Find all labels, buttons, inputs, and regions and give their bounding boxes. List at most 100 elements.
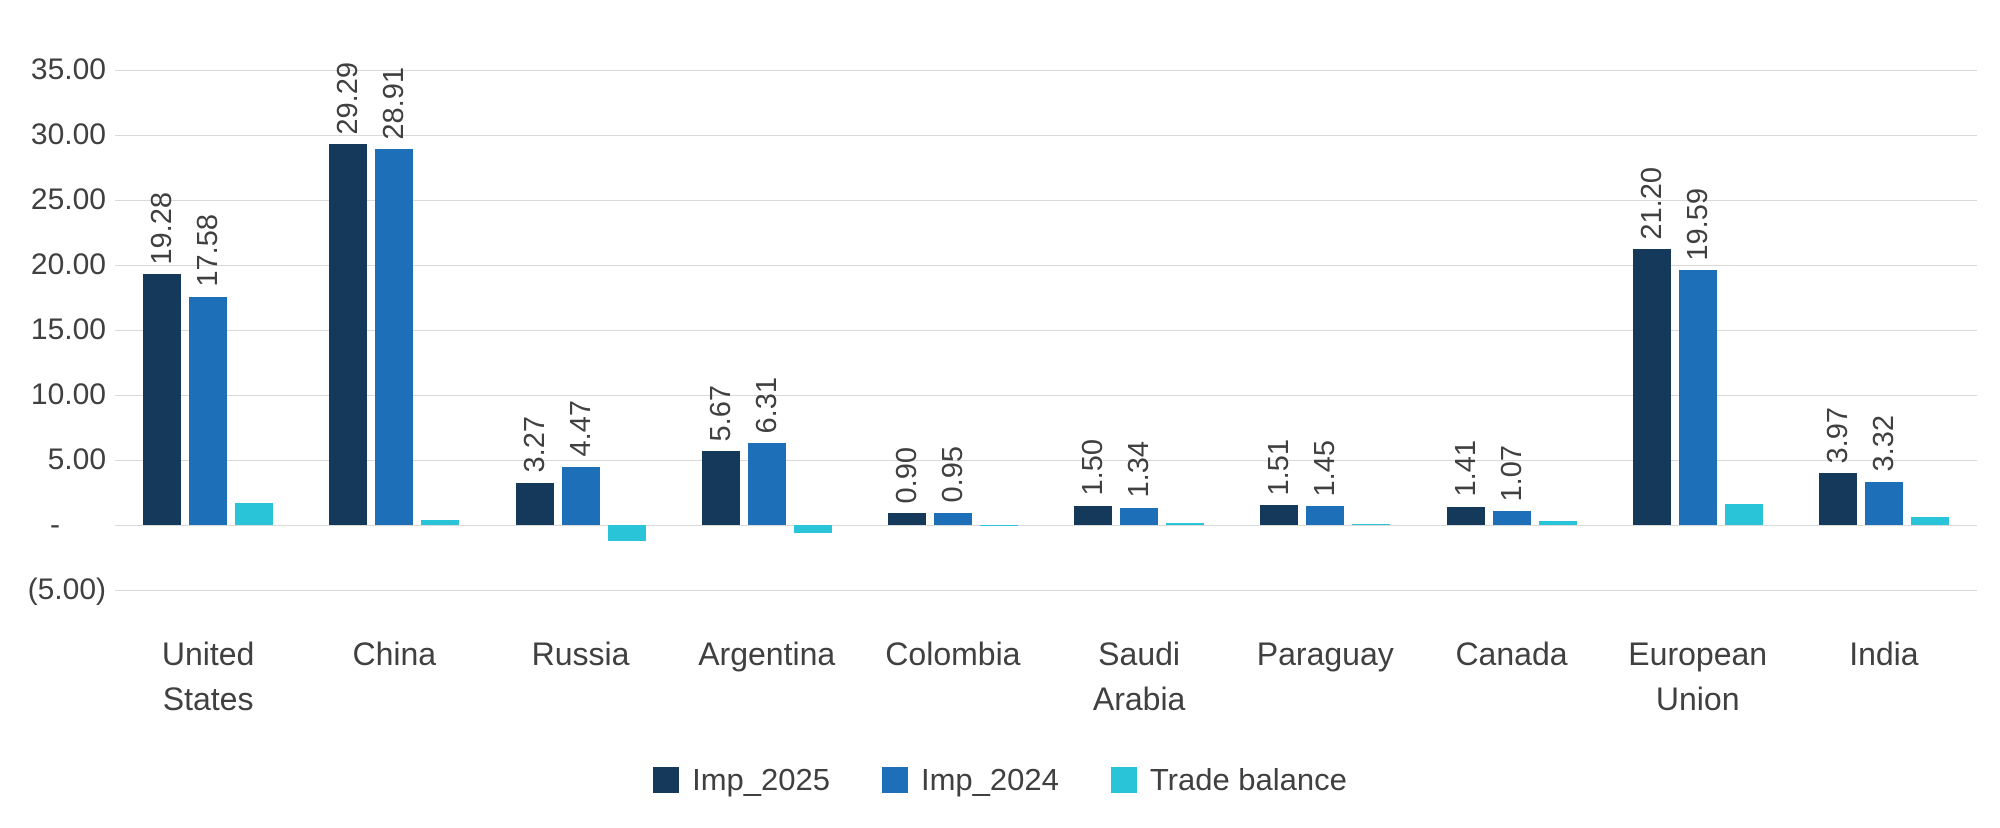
- x-axis-category-label: Canada: [1418, 632, 1604, 744]
- y-axis-tick-label: 15.00: [30, 313, 106, 346]
- bar-value-label: 1.50: [1077, 439, 1110, 496]
- bar-imp-2025-european-union: [1632, 249, 1671, 525]
- legend: Imp_2025 Imp_2024 Trade balance: [0, 752, 2000, 808]
- bar-trade-balance-european-union: [1724, 504, 1763, 525]
- bar-value-label: 28.91: [378, 66, 411, 140]
- bar-imp-2024-united-states: [189, 296, 228, 525]
- bar-value-label: 3.27: [518, 416, 551, 473]
- category-text: European Union: [1628, 636, 1768, 717]
- gridline: [115, 460, 1977, 461]
- legend-label: Imp_2025: [692, 762, 830, 797]
- legend-label: Imp_2024: [920, 762, 1059, 797]
- gridline: [115, 135, 1977, 136]
- bar-trade-balance-saudi-arabia: [1166, 522, 1205, 525]
- x-axis: United States China Russia Argentina Colombi…: [115, 632, 1977, 744]
- x-axis-category-label: Russia: [487, 632, 673, 744]
- bar-trade-balance-canada: [1538, 520, 1577, 525]
- y-axis: 35.00 30.00 25.00 20.00 15.00 10.00 5.00 - (5.00…: [0, 53, 106, 606]
- gridline: [115, 200, 1977, 201]
- bar-imp-2025-argentina: [701, 451, 740, 525]
- bar-imp-2024-colombia: [933, 512, 972, 525]
- category-text: Russia: [531, 636, 630, 672]
- bar-imp-2025-china: [329, 144, 368, 525]
- legend-item-imp-2025: Imp_2025: [653, 762, 830, 798]
- legend-swatch-icon: [881, 767, 908, 793]
- bar-value-label: 1.45: [1309, 439, 1342, 497]
- legend-swatch-icon: [1110, 767, 1137, 793]
- bar-value-label: 19.28: [146, 191, 179, 265]
- bar-trade-balance-united-states: [235, 502, 274, 525]
- bar-trade-balance-argentina: [793, 525, 832, 534]
- gridline: [115, 395, 1977, 396]
- x-axis-category-label: India: [1791, 632, 1977, 744]
- legend-item-imp-2024: Imp_2024: [881, 762, 1059, 798]
- x-axis-category-label: European Union: [1605, 632, 1791, 744]
- x-axis-category-label: United States: [115, 632, 301, 744]
- bar-imp-2024-paraguay: [1306, 506, 1345, 525]
- bar-value-label: 19.59: [1681, 187, 1714, 261]
- category-text: United States: [161, 636, 255, 717]
- bar-imp-2025-colombia: [887, 513, 926, 525]
- bar-trade-balance-colombia: [979, 525, 1018, 526]
- bar-value-label: 5.67: [704, 384, 737, 442]
- bar-trade-balance-paraguay: [1352, 524, 1391, 526]
- category-text: Paraguay: [1256, 636, 1394, 672]
- bar-imp-2025-united-states: [143, 274, 182, 525]
- y-axis-tick-label: -: [50, 508, 60, 541]
- y-axis-tick-label: (5.00): [27, 573, 106, 606]
- bar-value-label: 0.90: [890, 446, 923, 504]
- bar-imp-2025-canada: [1446, 506, 1485, 525]
- x-axis-category-label: Paraguay: [1232, 632, 1418, 744]
- category-text: Colombia: [885, 636, 1021, 672]
- bar-trade-balance-russia: [607, 525, 646, 541]
- x-axis-category-label: Colombia: [860, 632, 1046, 744]
- bar-imp-2024-india: [1864, 481, 1903, 525]
- bar-imp-2024-russia: [561, 466, 600, 525]
- gridline: [115, 330, 1977, 331]
- category-text: Saudi Arabia: [1092, 636, 1186, 717]
- x-axis-category-label: China: [301, 632, 487, 744]
- legend-item-trade-balance: Trade balance: [1110, 762, 1347, 798]
- bar-value-label: 6.31: [750, 376, 783, 433]
- y-axis-tick-label: 5.00: [47, 443, 106, 476]
- bar-value-label: 1.07: [1495, 444, 1528, 502]
- bar-value-label: 4.47: [564, 400, 597, 457]
- category-text: India: [1849, 636, 1919, 672]
- bar-value-label: 1.51: [1263, 438, 1296, 496]
- bar-trade-balance-china: [421, 520, 460, 525]
- bar-imp-2024-canada: [1492, 511, 1531, 525]
- bar-imp-2024-european-union: [1678, 270, 1717, 525]
- category-text: Argentina: [698, 636, 836, 672]
- bar-value-label: 3.97: [1821, 406, 1854, 464]
- bar-value-label: 29.29: [332, 61, 365, 135]
- bar-value-label: 3.32: [1867, 415, 1900, 472]
- bar-imp-2025-saudi-arabia: [1074, 505, 1113, 525]
- legend-swatch-icon: [653, 767, 680, 793]
- y-axis-tick-label: 30.00: [30, 118, 106, 151]
- gridline: [115, 70, 1977, 71]
- bar-value-label: 21.20: [1635, 166, 1668, 240]
- bar-value-label: 0.95: [936, 446, 969, 503]
- bar-value-label: 1.41: [1449, 440, 1482, 497]
- y-axis-tick-label: 10.00: [30, 378, 106, 411]
- bar-value-label: 17.58: [192, 213, 225, 287]
- y-axis-tick-label: 25.00: [30, 183, 106, 216]
- gridline: [115, 590, 1977, 591]
- y-axis-tick-label: 35.00: [30, 53, 106, 86]
- bar-imp-2024-argentina: [747, 443, 786, 525]
- category-text: China: [352, 636, 437, 672]
- category-text: Canada: [1455, 636, 1568, 672]
- bar-imp-2025-india: [1818, 473, 1857, 525]
- plot-area: 19.28 17.58 29.29 28.91 3.27 4.47 5.67 6.31 0.90…: [115, 62, 1977, 591]
- bar-imp-2025-paraguay: [1260, 505, 1299, 525]
- bar-imp-2024-saudi-arabia: [1120, 507, 1159, 525]
- gridline: [115, 525, 1977, 526]
- gridline: [115, 265, 1977, 266]
- bar-value-label: 1.34: [1123, 441, 1156, 498]
- y-axis-tick-label: 20.00: [30, 248, 106, 281]
- x-axis-category-label: Saudi Arabia: [1046, 632, 1232, 744]
- bar-imp-2024-china: [375, 149, 414, 525]
- x-axis-category-label: Argentina: [674, 632, 860, 744]
- bar-trade-balance-india: [1910, 516, 1949, 526]
